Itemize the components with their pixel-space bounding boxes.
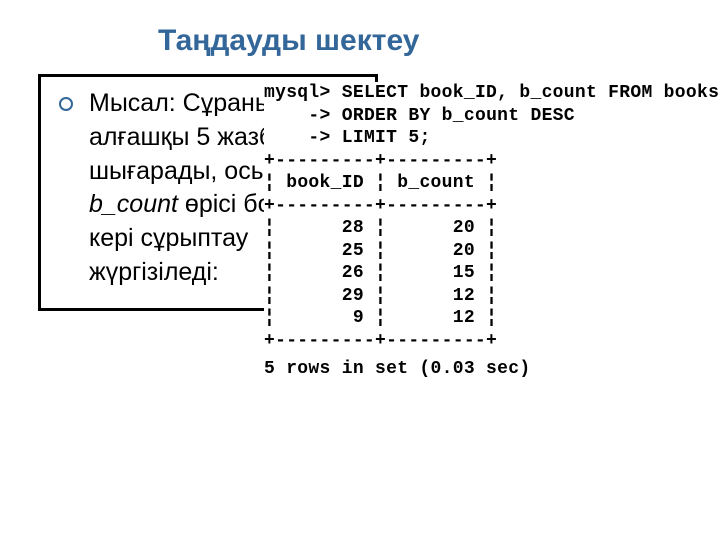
sql-query: mysql> SELECT book_ID, b_count FROM book… — [264, 82, 719, 150]
table-row: ¦ 9 ¦ 12 ¦ — [264, 307, 719, 330]
table-row: ¦ 26 ¦ 15 ¦ — [264, 262, 719, 285]
table-row: ¦ 28 ¦ 20 ¦ — [264, 217, 719, 240]
slide-title: Таңдауды шектеу — [158, 24, 419, 58]
table-border-mid: +---------+---------+ — [264, 195, 719, 218]
body-italic: b_count — [89, 190, 178, 218]
result-footer: 5 rows in set (0.03 sec) — [264, 358, 719, 381]
table-row: ¦ 25 ¦ 20 ¦ — [264, 240, 719, 263]
table-row: ¦ 29 ¦ 12 ¦ — [264, 285, 719, 308]
table-header: ¦ book_ID ¦ b_count ¦ — [264, 172, 719, 195]
mysql-terminal: mysql> SELECT book_ID, b_count FROM book… — [264, 82, 719, 381]
bullet-icon — [59, 97, 73, 111]
table-border-bottom: +---------+---------+ — [264, 330, 719, 353]
table-border-top: +---------+---------+ — [264, 150, 719, 173]
